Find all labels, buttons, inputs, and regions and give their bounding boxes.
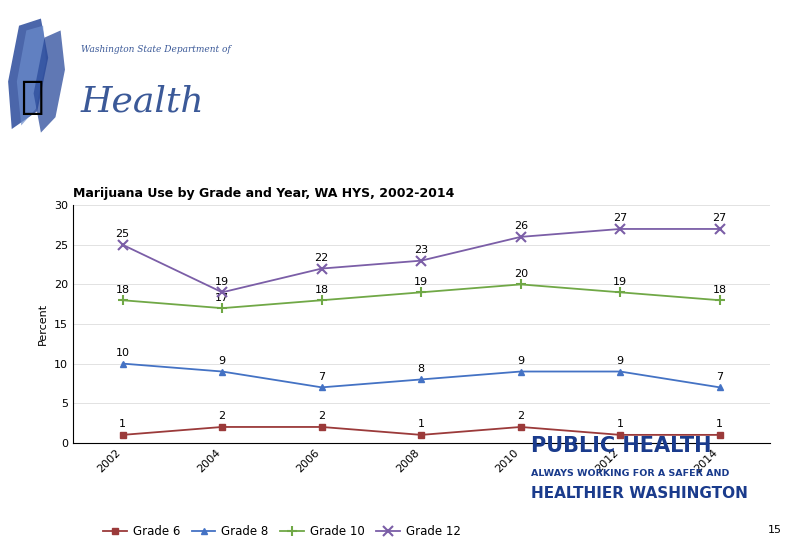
Grade 8 (516, 368, 526, 375)
Text: 8: 8 (418, 364, 424, 374)
Y-axis label: Percent: Percent (38, 303, 49, 345)
Text: 9: 9 (616, 356, 624, 366)
Line: Grade 8: Grade 8 (119, 360, 723, 391)
Polygon shape (17, 26, 46, 125)
Text: Washington State Department of: Washington State Department of (81, 45, 231, 54)
Grade 6 (616, 431, 625, 438)
Grade 6 (516, 424, 526, 430)
Grade 8 (317, 384, 326, 390)
Text: 7: 7 (716, 372, 723, 382)
Grade 12 (416, 258, 426, 264)
Grade 8 (616, 368, 625, 375)
Grade 6 (317, 424, 326, 430)
Grade 12 (217, 289, 227, 295)
Text: 9: 9 (219, 356, 226, 366)
Grade 10 (317, 297, 326, 303)
Text: 17: 17 (215, 293, 229, 302)
Text: 7: 7 (318, 372, 326, 382)
Text: 26: 26 (514, 221, 528, 231)
Text: 20: 20 (514, 269, 528, 279)
Grade 12 (616, 226, 625, 232)
Text: 15: 15 (768, 524, 782, 535)
Text: Health: Health (81, 85, 205, 119)
Grade 10 (516, 281, 526, 288)
Grade 8 (715, 384, 725, 390)
Grade 6 (715, 431, 725, 438)
Grade 8 (217, 368, 227, 375)
Polygon shape (8, 18, 49, 129)
Text: 19: 19 (613, 277, 627, 287)
Text: 1: 1 (716, 420, 723, 429)
Text: 1: 1 (119, 420, 126, 429)
Grade 12 (516, 234, 526, 240)
Text: 2: 2 (318, 411, 326, 421)
Grade 12 (317, 265, 326, 272)
Text: ALWAYS WORKING FOR A SAFER AND: ALWAYS WORKING FOR A SAFER AND (531, 469, 729, 478)
Grade 8 (416, 376, 426, 383)
Text: 10: 10 (116, 348, 130, 358)
Polygon shape (34, 30, 65, 133)
Text: 25: 25 (116, 230, 130, 239)
Text: 19: 19 (215, 277, 229, 287)
Text: 27: 27 (613, 213, 628, 224)
Line: Grade 12: Grade 12 (117, 224, 725, 297)
Grade 8 (117, 360, 127, 367)
Grade 10 (616, 289, 625, 295)
Text: 27: 27 (713, 213, 727, 224)
Text: 1: 1 (616, 420, 624, 429)
Text: 23: 23 (414, 245, 428, 255)
Text: PUBLIC HEALTH: PUBLIC HEALTH (531, 436, 711, 456)
Text: 2: 2 (219, 411, 226, 421)
Text: 18: 18 (314, 285, 329, 295)
Text: 18: 18 (116, 285, 130, 295)
Text: 9: 9 (517, 356, 524, 366)
Text: Marijuana Use by Grade and Year, WA HYS, 2002-2014: Marijuana Use by Grade and Year, WA HYS,… (73, 187, 454, 200)
Text: 2: 2 (517, 411, 524, 421)
Text: 22: 22 (314, 253, 329, 263)
Grade 10 (715, 297, 725, 303)
Legend: Grade 6, Grade 8, Grade 10, Grade 12: Grade 6, Grade 8, Grade 10, Grade 12 (98, 520, 466, 540)
Text: 1: 1 (418, 420, 424, 429)
Grade 6 (416, 431, 426, 438)
Text: 18: 18 (713, 285, 727, 295)
Text: 19: 19 (414, 277, 428, 287)
Grade 12 (117, 241, 127, 248)
Grade 6 (117, 431, 127, 438)
Text: 🌿: 🌿 (20, 78, 44, 116)
Grade 12 (715, 226, 725, 232)
Text: HEALTHIER WASHINGTON: HEALTHIER WASHINGTON (531, 486, 748, 501)
Grade 10 (416, 289, 426, 295)
Line: Grade 10: Grade 10 (117, 280, 725, 313)
Grade 6 (217, 424, 227, 430)
Grade 10 (217, 305, 227, 312)
Grade 10 (117, 297, 127, 303)
Line: Grade 6: Grade 6 (120, 424, 723, 437)
